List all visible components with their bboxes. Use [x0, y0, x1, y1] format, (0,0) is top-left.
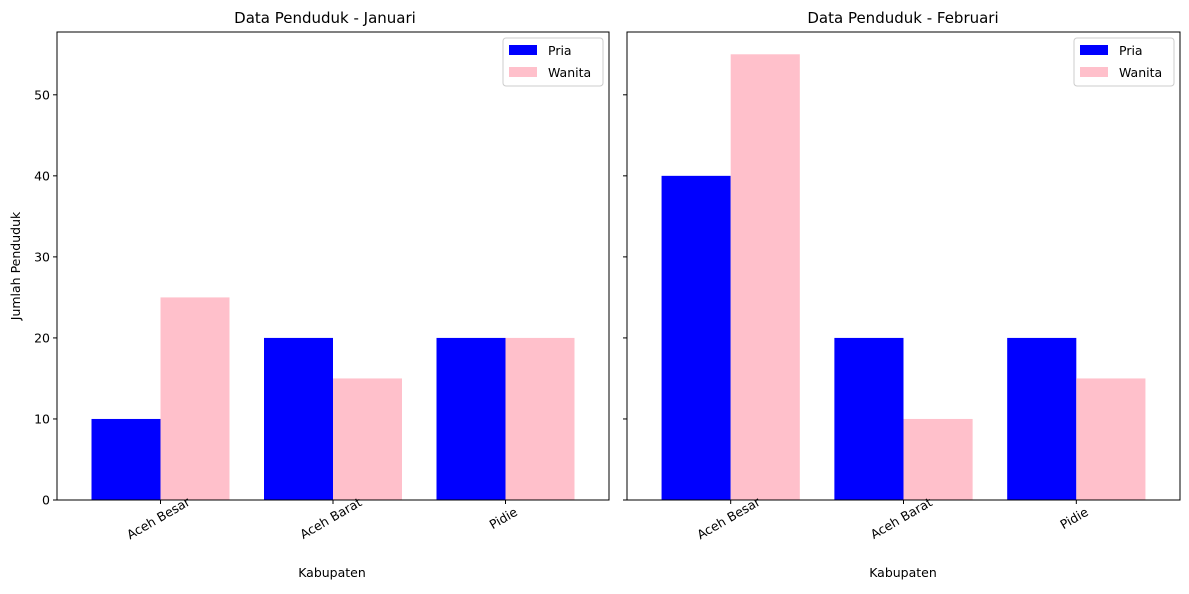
x-ticks: Aceh Besar Aceh Barat Pidie	[694, 494, 1091, 543]
x-tick-label: Aceh Barat	[868, 494, 935, 541]
legend-swatch-wanita	[1080, 67, 1108, 77]
bar-wanita-pidie	[505, 337, 575, 500]
y-tick-label: 10	[34, 411, 50, 426]
bar-pria-pidie	[436, 337, 506, 500]
bar-wanita-aceh-barat	[903, 418, 973, 500]
legend-label-pria: Pria	[548, 43, 572, 58]
x-tick-label: Aceh Besar	[694, 494, 763, 543]
x-tick-label: Pidie	[487, 504, 521, 532]
legend: Pria Wanita	[1073, 37, 1175, 87]
bar-pria-aceh-barat	[264, 337, 333, 500]
legend-label-wanita: Wanita	[1119, 65, 1162, 80]
chart-title: Data Penduduk - Januari	[234, 9, 416, 27]
chart-panel-januari: Data Penduduk - Januari Jumlah Penduduk …	[8, 9, 610, 580]
bar-pria-pidie	[1007, 337, 1077, 500]
x-axis-label: Kabupaten	[298, 565, 366, 580]
plot-frame	[56, 31, 610, 501]
y-ticks: 0 10 20 30 40 50	[34, 87, 57, 508]
legend-label-wanita: Wanita	[548, 65, 591, 80]
bar-pria-aceh-barat	[834, 337, 904, 500]
legend: Pria Wanita	[502, 37, 604, 87]
y-tick-label: 0	[42, 493, 50, 508]
y-tick-label: 50	[34, 87, 50, 102]
bar-wanita-aceh-barat	[333, 378, 402, 500]
bars	[91, 297, 575, 500]
bar-wanita-pidie	[1076, 378, 1146, 500]
plot-frame	[626, 31, 1181, 501]
x-tick-label: Aceh Besar	[124, 494, 193, 543]
bar-pria-aceh-besar	[91, 418, 161, 500]
x-ticks: Aceh Besar Aceh Barat Pidie	[124, 494, 520, 543]
y-axis-label: Jumlah Penduduk	[8, 211, 23, 321]
legend-swatch-wanita	[509, 67, 537, 77]
legend-swatch-pria	[509, 45, 537, 55]
y-tick-label: 40	[34, 168, 50, 183]
x-axis-label: Kabupaten	[869, 565, 937, 580]
bars	[661, 54, 1146, 501]
y-tick-label: 30	[34, 249, 50, 264]
x-tick-label: Pidie	[1057, 504, 1091, 532]
chart-panel-februari: Data Penduduk - Februari Kabupaten Aceh …	[623, 9, 1181, 580]
legend-label-pria: Pria	[1119, 43, 1143, 58]
bar-pria-aceh-besar	[661, 175, 731, 500]
bar-wanita-aceh-besar	[730, 54, 800, 501]
y-tick-label: 20	[34, 330, 50, 345]
x-tick-label: Aceh Barat	[297, 494, 364, 541]
bar-wanita-aceh-besar	[160, 297, 230, 500]
y-ticks	[623, 94, 627, 501]
legend-swatch-pria	[1080, 45, 1108, 55]
chart-title: Data Penduduk - Februari	[807, 9, 998, 27]
